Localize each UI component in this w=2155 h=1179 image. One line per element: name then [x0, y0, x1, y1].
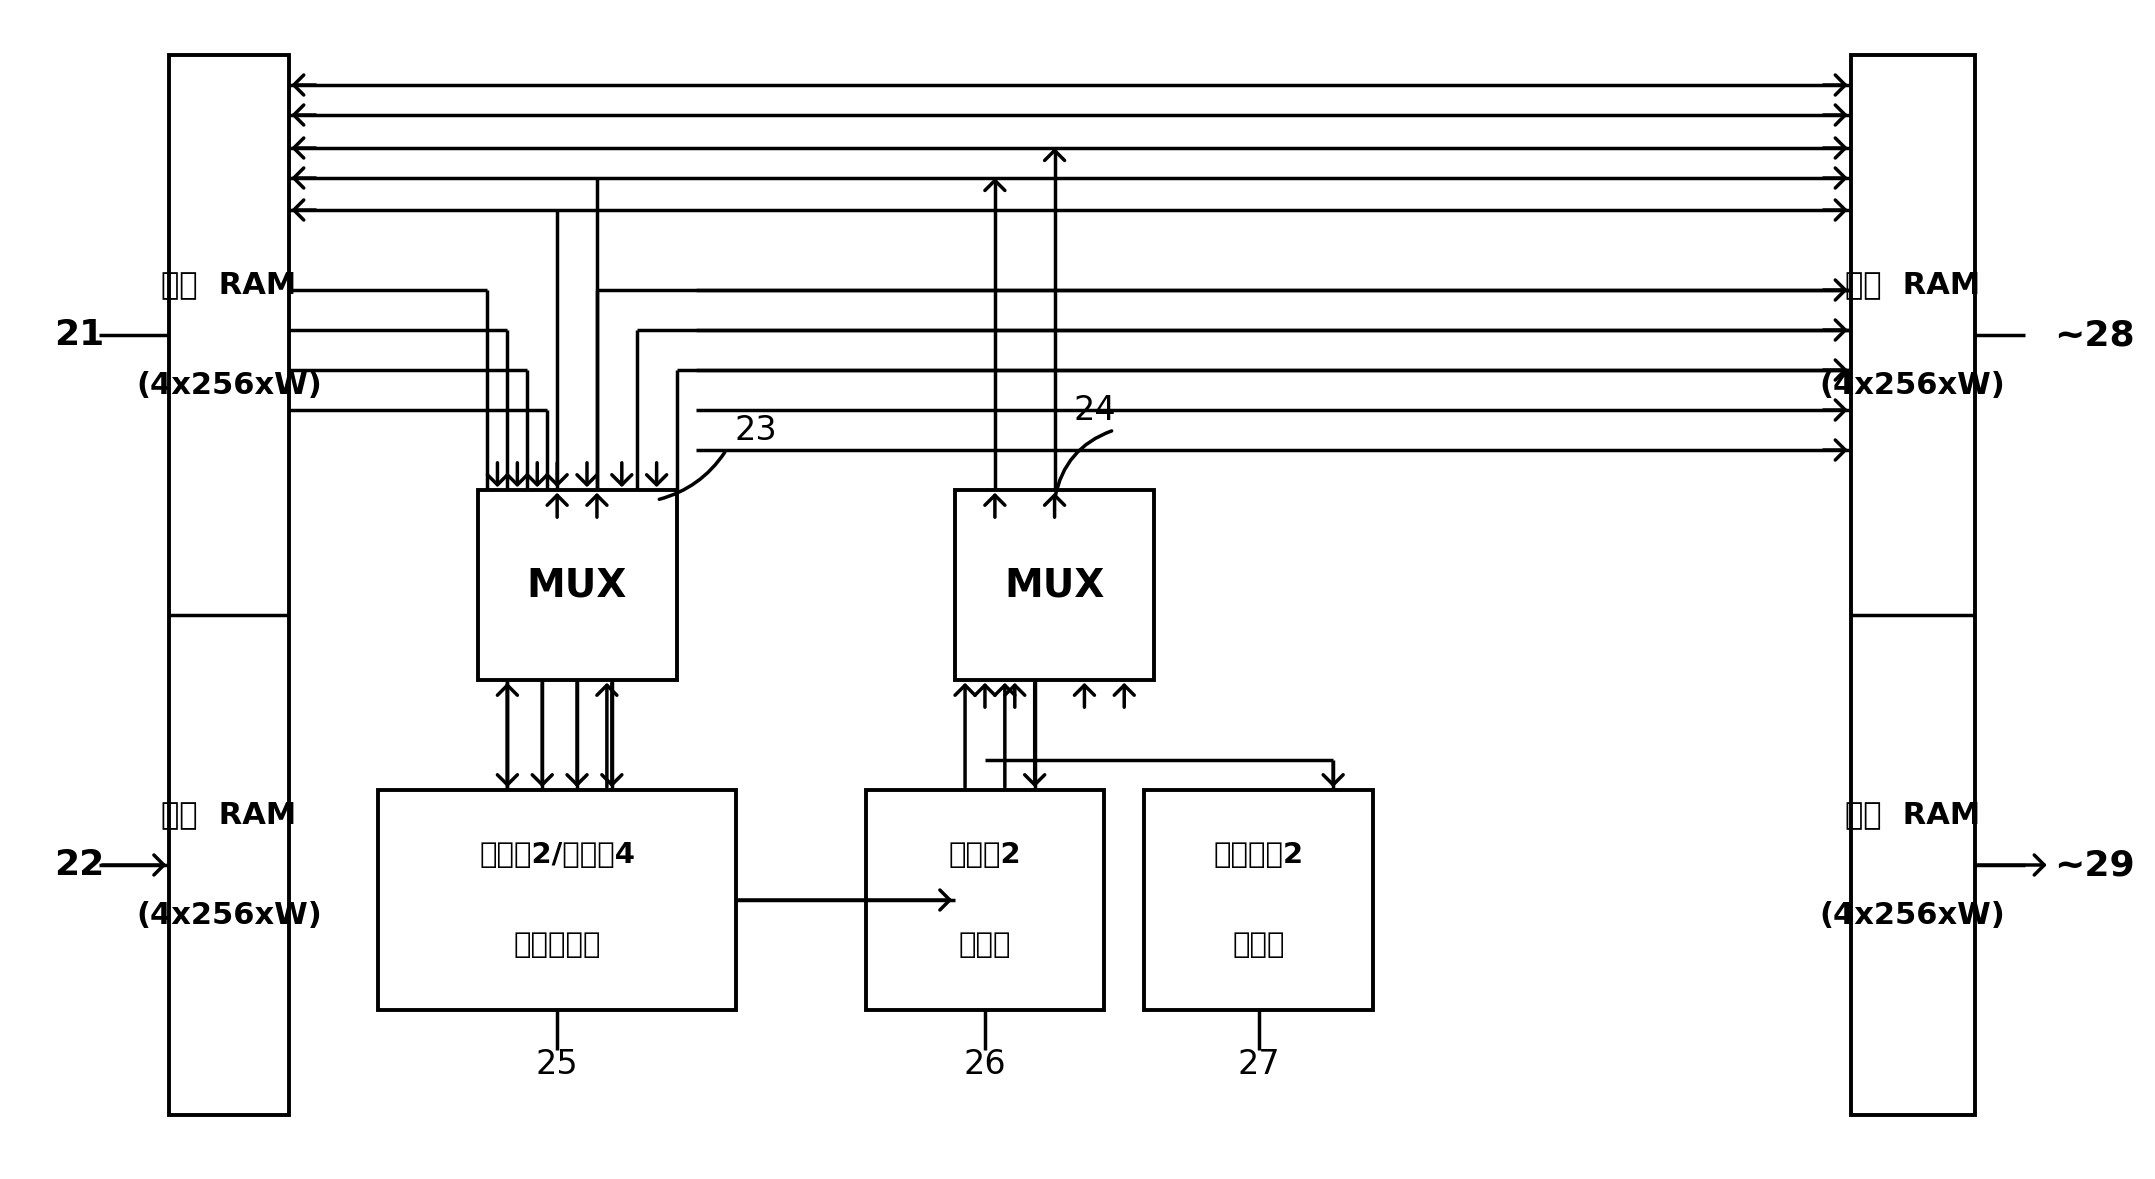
Text: 基数－2: 基数－2 [948, 841, 1021, 869]
Bar [478, 490, 677, 680]
Text: MUX: MUX [1004, 566, 1106, 604]
Text: 22: 22 [54, 848, 106, 882]
Text: 23: 23 [735, 414, 778, 447]
Text: 计算器: 计算器 [959, 931, 1011, 959]
Text: ~28: ~28 [2054, 318, 2136, 353]
Text: 25: 25 [537, 1048, 578, 1081]
Text: 计算器: 计算器 [1233, 931, 1284, 959]
Text: 26: 26 [963, 1048, 1006, 1081]
Text: 输入  RAM: 输入 RAM [162, 270, 297, 299]
Text: (4x256xW): (4x256xW) [1819, 901, 2006, 929]
Text: 输出  RAM: 输出 RAM [1845, 801, 1980, 830]
Text: (4x256xW): (4x256xW) [1819, 370, 2006, 400]
Bar [168, 55, 289, 1115]
Text: MUX: MUX [526, 566, 627, 604]
Text: ．基数－2: ．基数－2 [1213, 841, 1304, 869]
Text: 27: 27 [1237, 1048, 1280, 1081]
Text: 输入  RAM: 输入 RAM [162, 801, 297, 830]
Text: 21: 21 [54, 318, 106, 353]
Bar [955, 490, 1155, 680]
Text: (4x256xW): (4x256xW) [136, 370, 321, 400]
Bar [1851, 55, 1974, 1115]
Bar [377, 790, 737, 1010]
Text: 公用计算器: 公用计算器 [513, 931, 601, 959]
Bar [866, 790, 1103, 1010]
Text: 基数－2/基数－4: 基数－2/基数－4 [478, 841, 636, 869]
Text: 输出  RAM: 输出 RAM [1845, 270, 1980, 299]
Text: 24: 24 [1073, 394, 1116, 427]
Text: (4x256xW): (4x256xW) [136, 901, 321, 929]
Bar [1144, 790, 1373, 1010]
Text: ~29: ~29 [2054, 848, 2136, 882]
